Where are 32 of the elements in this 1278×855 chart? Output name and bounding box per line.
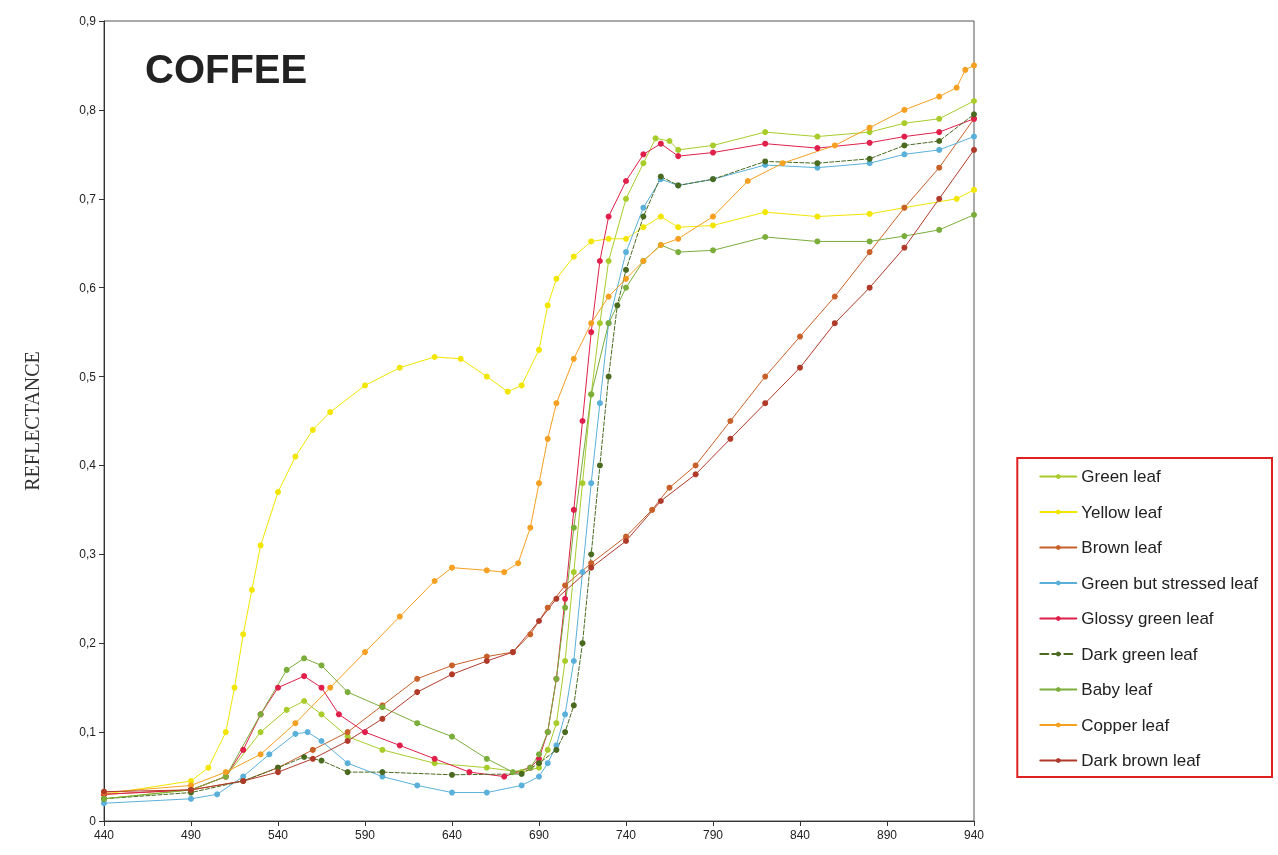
x-tick-label: 590	[354, 828, 376, 842]
y-tick-label: 0,4	[79, 458, 97, 473]
x-tick-label: 840	[789, 828, 811, 842]
y-tick-label: 0,6	[79, 280, 97, 295]
legend-label: Yellow leaf	[1081, 502, 1163, 522]
x-tick-label: 440	[93, 828, 115, 842]
legend-label: Baby leaf	[1081, 680, 1153, 699]
x-tick-label: 490	[180, 828, 202, 842]
y-tick-label: 0,2	[79, 636, 97, 651]
legend-label: Brown leaf	[1081, 538, 1162, 557]
x-tick-label: 890	[876, 828, 898, 842]
y-tick-label: 0,7	[79, 191, 97, 206]
y-axis-title: REFLECTANCE	[21, 351, 43, 491]
legend-label: Dark brown leaf	[1081, 751, 1201, 770]
y-tick-label: 0,8	[79, 102, 97, 117]
y-tick-label: 0	[89, 814, 97, 828]
legend-label: Copper leaf	[1081, 715, 1170, 735]
x-tick-label: 690	[528, 828, 550, 842]
legend-label: Green leaf	[1081, 467, 1161, 486]
y-tick-label: 0,3	[79, 547, 97, 562]
legend-label: Dark green leaf	[1081, 644, 1198, 664]
x-tick-label: 940	[963, 828, 985, 842]
x-tick-label: 790	[702, 828, 724, 842]
x-tick-label: 640	[441, 828, 463, 842]
legend-label: Green but stressed leaf	[1081, 573, 1259, 593]
y-tick-label: 0,1	[79, 725, 97, 740]
y-tick-label: 0,9	[79, 14, 97, 28]
y-tick-label: 0,5	[79, 369, 97, 384]
legend-label: Glossy green leaf	[1081, 609, 1214, 628]
x-tick-label: 540	[267, 828, 289, 842]
x-tick-label: 740	[615, 828, 637, 842]
text: COFFEE	[145, 47, 308, 91]
